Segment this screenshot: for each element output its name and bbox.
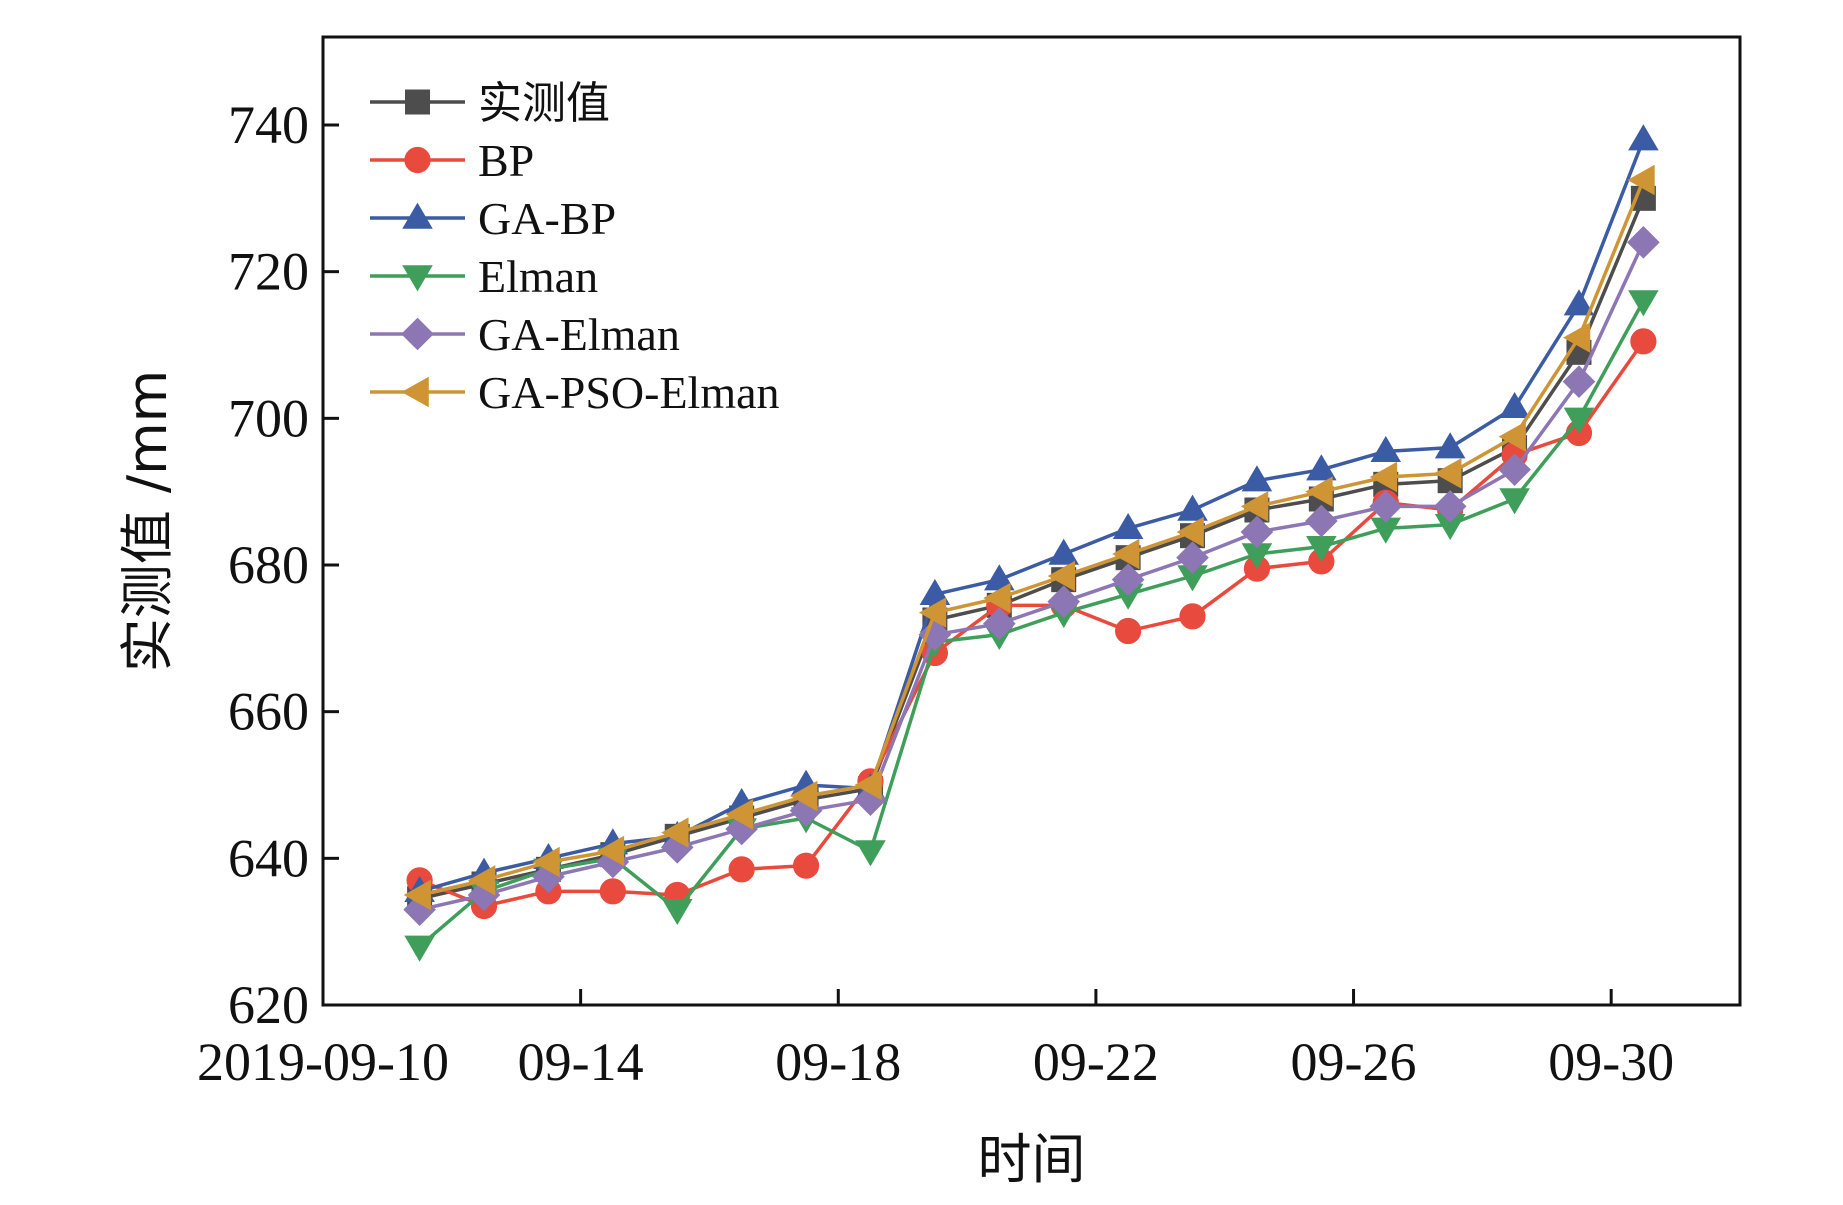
data-point bbox=[1498, 453, 1531, 486]
x-tick-label: 2019-09-10 bbox=[197, 1032, 449, 1092]
data-point bbox=[918, 618, 952, 651]
legend-item: GA-BP bbox=[370, 193, 616, 244]
data-point bbox=[1499, 488, 1530, 515]
y-tick-label: 740 bbox=[228, 95, 309, 155]
data-point bbox=[532, 846, 560, 878]
data-point bbox=[1434, 432, 1466, 459]
data-point bbox=[725, 799, 753, 830]
data-point bbox=[1498, 421, 1526, 452]
x-tick-label: 09-14 bbox=[518, 1032, 644, 1092]
x-axis-title: 时间 bbox=[978, 1128, 1086, 1191]
data-point bbox=[661, 817, 689, 848]
data-point bbox=[1240, 515, 1274, 549]
y-tick-label: 640 bbox=[228, 828, 309, 888]
data-point bbox=[467, 865, 496, 896]
data-point bbox=[1499, 391, 1530, 419]
data-point bbox=[1047, 560, 1076, 592]
data-point bbox=[403, 879, 431, 911]
data-point bbox=[1563, 289, 1595, 316]
y-tick-label: 700 bbox=[228, 388, 309, 448]
legend-item: GA-Elman bbox=[370, 309, 680, 360]
legend-marker bbox=[402, 265, 433, 292]
data-point bbox=[1115, 617, 1142, 645]
x-tick-label: 09-30 bbox=[1548, 1032, 1674, 1092]
legend-label: GA-PSO-Elman bbox=[478, 367, 780, 418]
y-tick-label: 720 bbox=[228, 242, 309, 302]
series-line bbox=[419, 197, 1646, 901]
data-point bbox=[1176, 541, 1209, 574]
data-point bbox=[1562, 365, 1596, 398]
legend-item: 实测值 bbox=[370, 78, 610, 129]
data-point bbox=[1369, 490, 1403, 523]
data-point bbox=[792, 852, 820, 879]
data-point bbox=[1370, 435, 1402, 463]
data-point bbox=[1111, 563, 1145, 596]
y-tick-label: 660 bbox=[228, 682, 309, 742]
data-point bbox=[1306, 454, 1337, 481]
y-axis: 620 640 660 680 700 720 740 bbox=[228, 95, 339, 1035]
data-point bbox=[728, 856, 755, 883]
legend-label: 实测值 bbox=[478, 78, 610, 129]
legend-item: Elman bbox=[370, 251, 598, 302]
data-point bbox=[918, 597, 947, 628]
data-point bbox=[1305, 476, 1333, 507]
data-point bbox=[1562, 322, 1591, 353]
legend-marker bbox=[401, 317, 434, 351]
x-tick-label: 09-22 bbox=[1033, 1032, 1159, 1092]
legend: 实测值 BP GA-BP Elman GA-Elman GA-PSO-Elman bbox=[370, 78, 780, 418]
legend-marker bbox=[405, 89, 430, 115]
series-GA-PSO-Elman bbox=[403, 164, 1655, 911]
data-point bbox=[1630, 328, 1657, 355]
x-tick-label: 09-26 bbox=[1291, 1032, 1417, 1092]
data-point bbox=[1241, 465, 1273, 492]
data-point bbox=[983, 582, 1011, 614]
x-axis: 2019-09-10 09-14 09-18 09-22 09-26 09-30 bbox=[197, 989, 1674, 1092]
data-point bbox=[1628, 124, 1659, 151]
data-point bbox=[1433, 490, 1467, 523]
data-point bbox=[1627, 226, 1660, 259]
data-point bbox=[1305, 504, 1338, 538]
data-point bbox=[1047, 585, 1081, 618]
legend-marker bbox=[401, 376, 429, 408]
legend-label: GA-BP bbox=[478, 193, 616, 244]
data-point bbox=[1563, 407, 1595, 434]
data-point bbox=[1628, 290, 1659, 317]
y-axis-title: 实测值 /mm bbox=[116, 370, 179, 673]
series-layer bbox=[403, 124, 1660, 962]
data-point bbox=[1112, 512, 1144, 540]
data-point bbox=[790, 780, 818, 812]
data-point bbox=[1369, 461, 1398, 493]
data-point bbox=[1177, 494, 1208, 521]
data-point bbox=[1048, 538, 1079, 565]
y-tick-label: 680 bbox=[228, 535, 309, 595]
legend-marker bbox=[404, 146, 431, 174]
data-point bbox=[1112, 538, 1140, 570]
legend-label: BP bbox=[478, 135, 534, 186]
data-point bbox=[1627, 164, 1655, 196]
data-point bbox=[1240, 491, 1269, 522]
plot-frame bbox=[321, 35, 1742, 1007]
data-point bbox=[1179, 603, 1206, 630]
data-point bbox=[1176, 516, 1204, 548]
series-line bbox=[419, 179, 1646, 897]
legend-label: Elman bbox=[478, 251, 598, 302]
data-point bbox=[1434, 458, 1462, 489]
legend-label: GA-Elman bbox=[478, 309, 680, 360]
y-tick-label: 620 bbox=[228, 975, 309, 1035]
legend-marker bbox=[402, 202, 433, 229]
data-point bbox=[982, 607, 1016, 640]
data-point bbox=[404, 935, 435, 962]
data-point bbox=[599, 878, 626, 905]
data-point bbox=[661, 898, 693, 926]
data-point bbox=[854, 769, 882, 801]
legend-item: BP bbox=[370, 135, 534, 186]
data-point bbox=[596, 835, 625, 867]
data-point bbox=[855, 840, 886, 867]
legend-item: GA-PSO-Elman bbox=[370, 367, 780, 418]
x-tick-label: 09-18 bbox=[775, 1032, 901, 1092]
